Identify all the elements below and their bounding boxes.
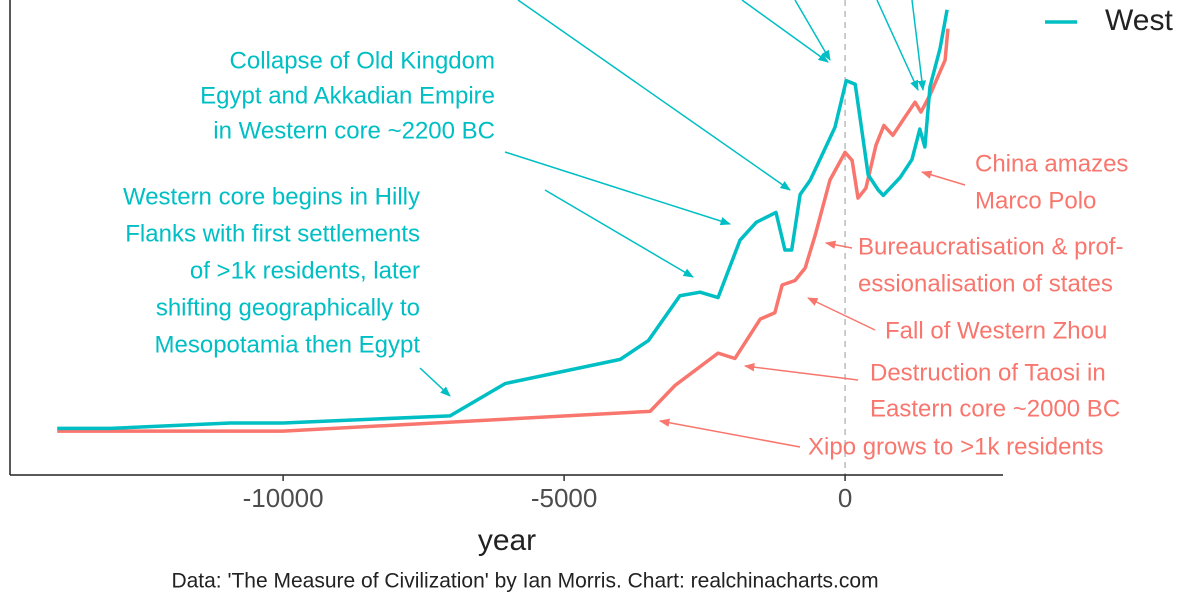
arrow [517, 0, 791, 191]
x-axis-label: year [478, 524, 536, 557]
annotation-text: shifting geographically to [156, 294, 420, 321]
legend-label: West [1105, 4, 1173, 37]
arrow [876, 0, 919, 91]
annotation-text: Flanks with first settlements [125, 220, 420, 247]
annotation-text: Fall of Western Zhou [885, 317, 1107, 344]
x-tick-label: 0 [838, 483, 852, 513]
arrow [741, 0, 829, 63]
annotation-text: Mesopotamia then Egypt [155, 331, 421, 358]
annotation-text: Marco Polo [975, 187, 1096, 214]
cut-off-arrows [517, 0, 927, 191]
annotation-text: Bureaucratisation & prof- [858, 233, 1123, 260]
annotation-text: Destruction of Taosi in [870, 359, 1106, 386]
annotation-arrow [824, 240, 853, 249]
annotation-arrow [544, 189, 694, 278]
x-tick-label: -5000 [531, 483, 598, 513]
annotation-text: Eastern core ~2000 BC [870, 395, 1120, 422]
annotation-arrow [743, 362, 859, 381]
annotation-text: Western core begins in Hilly [123, 183, 420, 210]
annotation-text: essionalisation of states [858, 270, 1113, 297]
arrow [911, 0, 927, 92]
x-tick-label: -10000 [243, 483, 324, 513]
annotation-arrow [504, 151, 732, 226]
annotation-text: in Western core ~2200 BC [213, 117, 495, 144]
arrow [794, 0, 831, 61]
annotation-arrow [658, 418, 801, 448]
annotation-text: Egypt and Akkadian Empire [200, 82, 495, 109]
annotation-text: Xipo grows to >1k residents [808, 433, 1104, 460]
annotation-text: China amazes [975, 150, 1128, 177]
caption: Data: 'The Measure of Civilization' by I… [171, 570, 878, 593]
annotation-arrow [419, 367, 451, 397]
series-line [57, 28, 950, 433]
annotation-text: of >1k residents, later [190, 257, 420, 284]
annotation-arrow [807, 297, 876, 331]
series-line [57, 9, 949, 431]
annotation-text: Collapse of Old Kingdom [230, 47, 495, 74]
annotation-arrow [920, 170, 966, 186]
